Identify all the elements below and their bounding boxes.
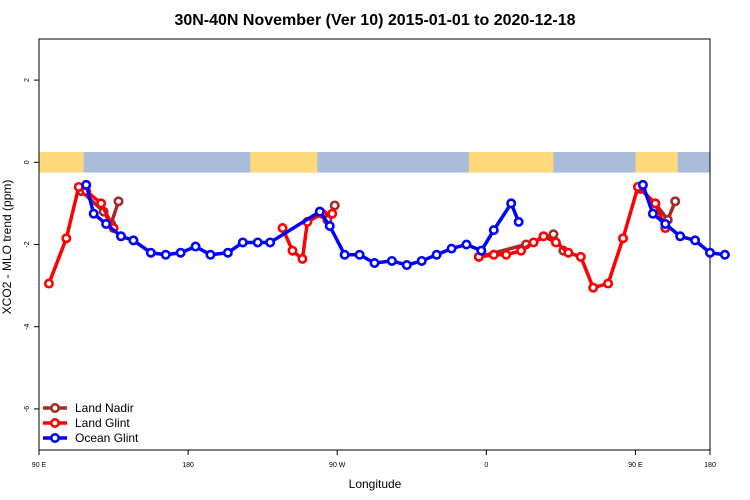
x-tick-label-4: 90 E	[628, 462, 643, 469]
legend-marker-ocean-glint	[49, 432, 60, 443]
ocean-glint-point-1-5	[704, 247, 715, 258]
ocean-glint-point-0-5	[145, 247, 156, 258]
y-axis: -6 -4 -2 0 2	[24, 78, 39, 412]
land-glint-point-0-4	[96, 198, 107, 209]
ocean-glint-point-0-8	[190, 241, 201, 252]
land-nadir-point-3-3	[670, 196, 681, 207]
land-glint-point-2-11	[618, 233, 629, 244]
ocean-glint-point-0-24	[461, 239, 472, 250]
land-mass-0	[39, 152, 84, 173]
ocean-glint-point-1-1	[647, 208, 658, 219]
land-nadir-point-0-3	[113, 196, 124, 207]
land-glint-point-0-1	[61, 233, 72, 244]
ocean-glint-point-0-28	[513, 216, 524, 227]
land-glint-point-2-1	[488, 249, 499, 260]
land-glint-point-2-6	[550, 237, 561, 248]
chart-title: 30N-40N November (Ver 10) 2015-01-01 to …	[174, 12, 575, 29]
legend-label-land-glint: Land Glint	[75, 416, 130, 430]
ocean-glint-point-0-7	[175, 247, 186, 258]
ocean-glint-point-0-11	[237, 237, 248, 248]
ocean-glint-point-0-23	[446, 243, 457, 254]
ocean-glint-point-0-19	[386, 255, 397, 266]
ocean-glint-point-1-6	[719, 249, 730, 260]
ocean-glint-point-0-16	[339, 249, 350, 260]
land-glint-point-2-10	[603, 278, 614, 289]
series-land-glint	[43, 181, 671, 293]
ocean-glint-point-1-3	[675, 231, 686, 242]
land-glint-point-2-2	[501, 249, 512, 260]
ocean-glint-point-0-9	[205, 249, 216, 260]
land-glint-point-1-5	[327, 208, 338, 219]
y-tick-label-1: -4	[24, 323, 31, 329]
legend-item-land-nadir: Land Nadir	[43, 401, 134, 415]
ocean-glint-point-0-26	[488, 225, 499, 236]
legend-item-ocean-glint: Ocean Glint	[43, 431, 139, 445]
ocean-glint-point-1-2	[660, 218, 671, 229]
series-layer	[43, 179, 730, 293]
ocean-glint-point-0-17	[354, 249, 365, 260]
ocean-glint-point-0-15	[324, 221, 335, 232]
series-ocean-glint	[81, 179, 730, 271]
ocean-glint-point-0-22	[431, 249, 442, 260]
ocean-glint-point-0-10	[222, 247, 233, 258]
ocean-glint-point-0-25	[476, 245, 487, 256]
y-tick-label-3: 0	[24, 160, 31, 164]
land-glint-point-2-3	[516, 245, 527, 256]
legend-marker-land-nadir	[49, 402, 60, 413]
ocean-glint-point-1-4	[690, 235, 701, 246]
ocean-glint-point-0-13	[265, 237, 276, 248]
ocean-glint-point-0-0	[81, 179, 92, 190]
ocean-glint-point-0-4	[128, 235, 139, 246]
ocean-glint-point-0-14	[314, 206, 325, 217]
y-tick-label-4: 2	[24, 78, 31, 82]
y-tick-label-2: -2	[24, 241, 31, 247]
land-nadir-point-2-2	[548, 229, 559, 240]
ocean-glint-point-0-21	[416, 255, 427, 266]
land-glint-point-1-1	[287, 245, 298, 256]
x-axis-label: Longitude	[349, 477, 402, 491]
land-glint-point-0-0	[43, 278, 54, 289]
ocean-glint-point-0-6	[160, 249, 171, 260]
ocean-glint-point-1-0	[637, 179, 648, 190]
ocean-glint-point-0-20	[401, 260, 412, 271]
land-ocean-band	[39, 152, 710, 173]
land-glint-point-2-4	[528, 237, 539, 248]
land-glint-point-1-2	[297, 253, 308, 264]
land-glint-point-2-7	[563, 247, 574, 258]
x-tick-label-0: 90 E	[32, 462, 47, 469]
land-mass-3	[635, 152, 678, 173]
ocean-glint-point-0-12	[252, 237, 263, 248]
x-tick-label-3: 0	[484, 462, 488, 469]
ocean-band	[39, 152, 710, 173]
y-tick-label-0: -6	[24, 406, 31, 412]
legend-label-land-nadir: Land Nadir	[75, 401, 134, 415]
legend-marker-land-glint	[49, 417, 60, 428]
x-tick-label-5: 180	[704, 462, 716, 469]
land-nadir-point-1-2	[329, 200, 340, 211]
x-tick-label-2: 90 W	[329, 462, 346, 469]
y-axis-label: XCO2 - MLO trend (ppm)	[0, 180, 14, 315]
land-glint-point-1-0	[277, 223, 288, 234]
land-mass-1	[250, 152, 318, 173]
legend-label-ocean-glint: Ocean Glint	[75, 431, 139, 445]
land-glint-point-2-9	[588, 282, 599, 293]
land-glint-point-2-8	[575, 251, 586, 262]
ocean-glint-point-0-18	[369, 257, 380, 268]
legend-item-land-glint: Land Glint	[43, 416, 130, 430]
x-tick-label-1: 180	[182, 462, 194, 469]
ocean-glint-point-0-3	[116, 231, 127, 242]
ocean-glint-point-0-27	[506, 198, 517, 209]
ocean-glint-point-0-2	[101, 218, 112, 229]
ocean-glint-line-1	[641, 184, 726, 257]
ocean-glint-point-0-1	[88, 208, 99, 219]
x-axis: 90 E 180 90 W 0 90 E 180	[32, 450, 716, 469]
land-mass-2	[468, 152, 554, 173]
land-glint-point-2-5	[538, 231, 549, 242]
land-glint-point-2-13	[650, 198, 661, 209]
series-land-nadir	[76, 184, 681, 262]
